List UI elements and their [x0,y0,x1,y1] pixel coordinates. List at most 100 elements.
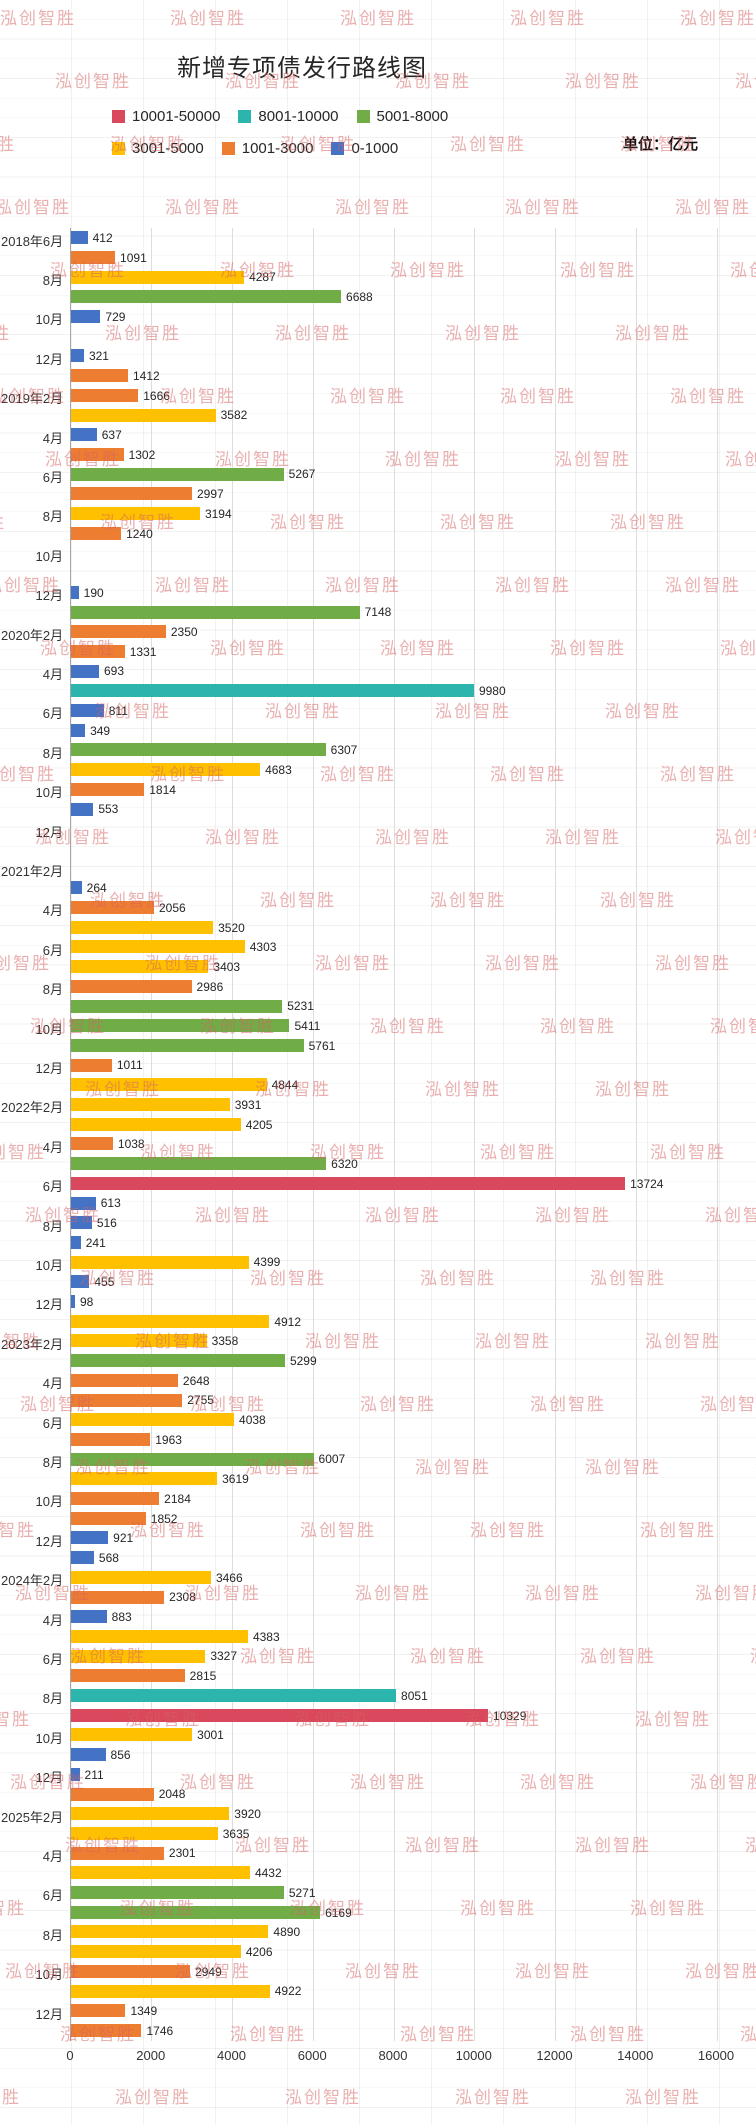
chart-row: 2022年2月 3931 [1,1095,717,1115]
bar [71,585,79,599]
value-label: 3403 [213,959,241,974]
bar [71,1196,96,1210]
gridline [393,228,395,2041]
category-label: 4月 [42,1376,63,1392]
value-label: 1666 [143,388,170,403]
bar [71,290,342,304]
value-label: 412 [92,231,113,245]
bar [71,1689,397,1703]
bar [71,1964,191,1978]
legend-label: 5001-8000 [376,108,449,125]
category-label: 12月 [35,824,63,840]
bar [71,664,99,678]
legend-label: 10001-50000 [132,108,221,125]
gridline [555,228,556,2041]
legend-label: 3001-5000 [132,140,204,157]
category-label: 8月 [42,509,63,525]
bar [71,1610,107,1624]
value-label: 4383 [252,1629,280,1644]
bar [71,1472,218,1486]
bar [71,1275,90,1289]
value-label: 4683 [265,762,292,777]
bar [71,1314,270,1328]
value-label: 4922 [274,1984,302,1999]
bar [71,960,209,974]
legend-item: 5001-8000 [356,108,449,125]
value-label: 1240 [126,526,153,541]
chart-row: 8月 4287 [43,267,717,288]
chart-row: 7148 [71,602,717,622]
plot-area: 2018年6月 412 1091 8月 4287 6688 10月 729 12月 321 1412… [1,228,718,2041]
bar [71,1886,284,1900]
unit-label: 单位：亿元 [622,136,698,153]
category-label: 6月 [42,469,63,485]
bar [71,1334,207,1348]
category-label: 2018年6月 [1,233,64,249]
chart-row: 5299 [71,1351,717,1371]
legend: 10001-50000 8001-10000 5001-8000 3001-5000… [112,108,448,172]
bar [71,1098,230,1112]
chart-row: 6月 811 [43,701,717,721]
category-label: 8月 [42,1218,63,1234]
value-label: 1011 [116,1058,143,1073]
bar [71,782,145,796]
chart-row: 4月 693 [43,661,717,682]
chart-row: 6月 4303 [43,937,717,958]
chart-row: 2024年2月 3466 [1,1568,717,1588]
value-label: 883 [111,1610,132,1624]
bar [71,979,192,993]
chart-row: 12月 1011 [36,1055,717,1076]
chart-row: 264 [71,878,717,898]
chart-row: 12月 98 [36,1292,717,1312]
x-tick-label: 10000 [455,2048,492,2063]
value-label: 8051 [401,1688,428,1703]
bar [71,881,82,895]
gridline [151,228,153,2041]
bar [71,1019,290,1033]
value-label: 2949 [195,1964,222,1979]
value-label: 1963 [155,1432,182,1447]
legend-item: 8001-10000 [238,108,339,125]
bar [71,802,94,816]
bar [71,408,216,422]
bar [71,940,245,954]
value-label: 2815 [189,1669,217,1684]
chart-row: 455 [71,1272,717,1292]
category-label: 2022年2月 [1,1100,64,1116]
chart-row: 568 [71,1548,717,1568]
bar [71,1413,235,1427]
chart-row [71,839,717,859]
bar [71,1767,80,1781]
bar [71,1590,165,1604]
bar [71,1570,211,1584]
chart-row: 6169 [71,1903,717,1923]
chart-row: 8月 3194 [43,504,717,524]
chart-row: 4432 [71,1863,717,1883]
value-label: 4206 [245,1944,273,1959]
bar [71,1373,178,1387]
chart-row: 1852 [71,1509,717,1529]
category-label: 12月 [35,1770,63,1786]
value-label: 3920 [234,1807,261,1821]
chart-title: 新增专项债发行路线图 [177,55,427,82]
chart-row: 8月 2986 [43,977,717,997]
value-label: 3001 [197,1728,224,1743]
bar [71,1787,154,1801]
bar [71,1255,249,1269]
chart-row: 6688 [71,287,717,307]
bar [71,310,101,324]
category-label: 12月 [35,588,63,604]
category-label: 2020年2月 [1,627,64,643]
category-label: 12月 [35,1533,63,1549]
legend-label: 8001-10000 [258,108,339,125]
bar [71,487,192,501]
bar [71,1925,269,1939]
chart-row: 10月 729 [36,307,717,327]
chart-row: 3582 [71,405,717,425]
value-label: 3327 [210,1649,238,1664]
category-label: 10月 [35,548,63,564]
value-label: 1349 [130,2004,158,2018]
bar [71,763,261,777]
legend-swatch [356,110,370,123]
